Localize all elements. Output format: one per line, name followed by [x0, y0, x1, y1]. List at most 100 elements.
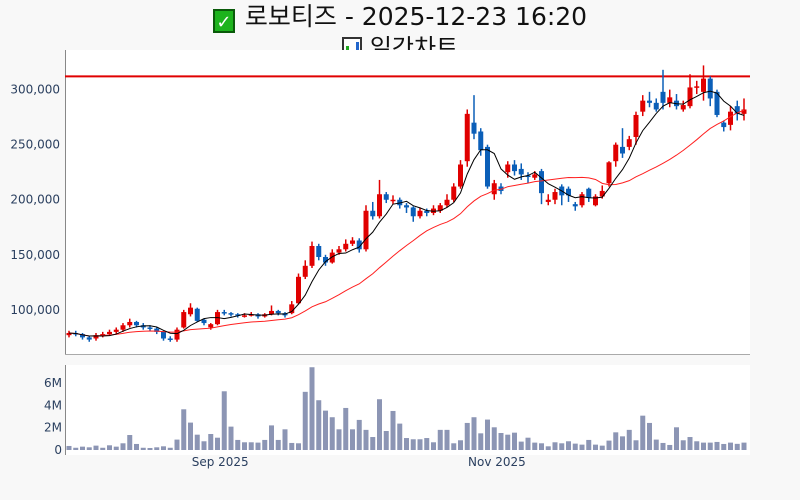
volume-bar [269, 425, 274, 450]
volume-bar [545, 446, 551, 450]
volume-bar [86, 447, 92, 450]
volume-bar [714, 441, 720, 450]
volume-bar [424, 438, 430, 450]
volume-bar [242, 442, 247, 450]
volume-bar [316, 400, 322, 450]
candle-body [383, 194, 389, 200]
volume-bar [323, 410, 328, 450]
candle-body [424, 210, 430, 213]
volume-bar [120, 443, 126, 450]
chart-title: ✓ 로보티즈 - 2025-12-23 16:20 [0, 0, 800, 34]
candle-body [397, 199, 403, 206]
volume-bar [262, 439, 268, 450]
volume-bar [559, 443, 565, 450]
candle-body [734, 106, 740, 114]
candle-body [579, 194, 585, 206]
volume-bar [370, 437, 376, 450]
candle-body [161, 331, 166, 339]
candle-body [323, 257, 328, 263]
candle-body [620, 146, 625, 154]
candle-body [647, 100, 652, 103]
candle-body [228, 313, 234, 315]
volume-bar [235, 439, 241, 450]
volume-bar [289, 442, 295, 450]
volume-bar [539, 443, 544, 450]
volume-bar [221, 391, 227, 450]
candle-body [134, 321, 139, 326]
volume-bar [296, 443, 301, 450]
volume-bar [215, 437, 220, 450]
check-mark-button-icon: ✓ [212, 9, 235, 33]
candle-body [107, 331, 112, 335]
candle-body [444, 199, 450, 206]
volume-tick-label: 4M [44, 398, 62, 412]
volume-bar [491, 427, 497, 450]
candle-body [201, 319, 207, 324]
volume-bar [161, 446, 166, 450]
x-tick-label: Nov 2025 [468, 455, 526, 469]
candle-body [370, 210, 376, 217]
volume-bar [464, 422, 470, 450]
candle-body [532, 174, 538, 178]
candle-body [593, 196, 598, 206]
candle-body [741, 109, 747, 114]
price-tick-label: 150,000 [10, 248, 60, 262]
candle-body [518, 168, 524, 175]
candle-body [127, 321, 133, 326]
candle-body [505, 164, 511, 173]
volume-bar [626, 429, 632, 450]
candle-body [660, 91, 666, 103]
candle-body [275, 310, 281, 314]
candle-body [478, 131, 484, 151]
candle-body [167, 338, 173, 340]
candle-body [464, 113, 470, 162]
candle-body [350, 240, 355, 244]
candle-body [539, 171, 544, 194]
candle-body [626, 139, 632, 147]
price-tick-label: 250,000 [10, 138, 60, 152]
candle-body [451, 186, 457, 200]
candle-body [613, 144, 619, 162]
candle-body [188, 307, 193, 315]
candle-body [701, 78, 706, 92]
candle-body [586, 188, 592, 198]
volume-bar [437, 429, 443, 450]
candle-body [525, 175, 531, 178]
price-tick-label: 100,000 [10, 303, 60, 317]
volume-bar [302, 391, 308, 450]
volume-bar [485, 419, 490, 450]
candle-body [120, 325, 126, 330]
candle-body [147, 327, 153, 329]
volume-bar [134, 443, 139, 450]
volume-bar [613, 432, 619, 450]
volume-tick-label: 0 [54, 443, 62, 457]
volume-bar [694, 441, 700, 450]
volume-bar [410, 439, 416, 450]
candle-body [667, 97, 673, 103]
candle-body [680, 105, 686, 110]
candle-body [242, 315, 247, 317]
candle-body [390, 199, 396, 202]
volume-bar [633, 440, 639, 450]
volume-bar [566, 441, 571, 450]
volume-bar [721, 443, 727, 450]
volume-bar [100, 447, 106, 450]
volume-bar [680, 440, 686, 450]
x-tick-label: Sep 2025 [192, 455, 249, 469]
candle-body [606, 162, 612, 184]
candle-body [599, 190, 605, 197]
volume-bar [66, 445, 72, 450]
candle-body [545, 199, 551, 202]
volume-bar [734, 443, 740, 450]
volume-bar [93, 445, 99, 450]
title-text: 로보티즈 - 2025-12-23 16:20 [244, 2, 588, 31]
volume-bar [444, 429, 450, 450]
volume-bar [336, 429, 342, 450]
price-tick-label: 200,000 [10, 193, 60, 207]
volume-bar [728, 442, 733, 450]
volume-bar [471, 417, 477, 450]
candle-body [653, 102, 659, 110]
candle-body [215, 312, 220, 325]
volume-bar [674, 427, 679, 450]
